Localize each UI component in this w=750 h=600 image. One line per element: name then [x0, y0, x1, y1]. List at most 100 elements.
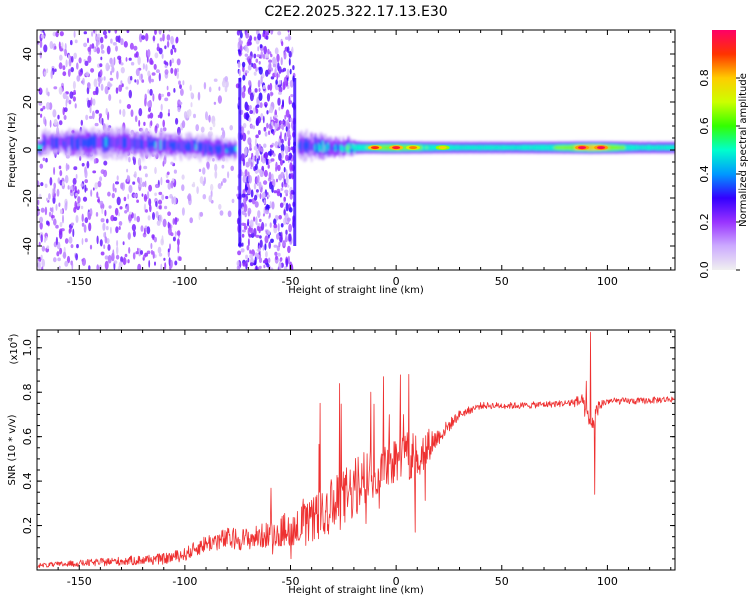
spectrogram-band-cell — [59, 135, 62, 146]
spectrogram-noise-cell — [135, 51, 139, 58]
spectrogram-band-cell — [310, 143, 313, 151]
spectrogram-band-cell — [214, 145, 217, 151]
spectrogram-band-cell — [646, 145, 649, 151]
spectrogram-band-cell — [516, 145, 518, 150]
spectrogram-band-cell — [299, 141, 302, 151]
spectrogram-noise-cell — [289, 117, 293, 123]
spectrogram-band-cell — [531, 145, 534, 150]
spectrogram-noise-cell — [75, 253, 78, 261]
spectrogram-band-cell — [431, 144, 434, 151]
spectrogram-noise-cell — [239, 31, 243, 39]
spectrogram-band-cell — [180, 137, 183, 153]
spectrogram-noise-cell — [153, 236, 157, 243]
spectrogram-noise-cell — [46, 68, 49, 74]
spectrogram-noise-cell — [167, 91, 171, 97]
spectrogram-noise-cell — [256, 54, 261, 58]
spectrogram-noise-cell — [74, 103, 77, 109]
spectrogram-noise-cell — [170, 232, 174, 237]
spectrogram-band-cell — [637, 145, 640, 151]
spectrogram-band-cell — [152, 140, 155, 147]
spectrogram-band-cell — [332, 146, 335, 151]
spectrogram-noise-cell — [260, 50, 264, 59]
spectrogram-noise-cell — [58, 62, 63, 70]
spectrogram-noise-cell — [138, 108, 143, 117]
spectrogram-noise-cell — [95, 109, 99, 114]
spectrogram-noise-cell — [162, 218, 167, 228]
spectrogram-noise-cell — [167, 112, 170, 117]
spectrogram-noise-cell — [270, 53, 273, 58]
spectrogram-noise-cell — [277, 31, 282, 36]
spectrogram-noise-cell — [148, 184, 153, 192]
spectrogram-noise-cell — [126, 168, 129, 173]
spectrogram-noise-cell — [68, 236, 73, 244]
spectrogram-noise-cell — [268, 59, 273, 63]
spectrogram-band-cell — [194, 140, 197, 148]
spectrogram-noise-cell — [84, 184, 87, 193]
spectrogram-band-cell — [498, 145, 501, 151]
spectrogram-noise-cell — [160, 238, 164, 246]
spectrogram-band-cell — [300, 139, 303, 153]
spectrogram-noise-cell — [269, 144, 273, 148]
spectrogram-noise-cell — [115, 181, 119, 185]
spectrogram-band-cell — [493, 145, 496, 150]
spectrogram-band-cell — [100, 135, 103, 148]
spectrogram-band-cell — [612, 145, 615, 151]
spectrogram-noise-cell — [269, 82, 273, 91]
spectrogram-band-cell — [106, 134, 109, 152]
spectrogram-noise-cell — [120, 182, 124, 190]
spectrogram-band-cell — [479, 145, 482, 151]
snr-series-line — [37, 331, 675, 568]
spectrogram-noise-cell — [128, 57, 132, 61]
spectrogram-noise-cell — [278, 241, 281, 248]
spectrogram-noise-cell — [256, 158, 259, 165]
spectrogram-noise-cell — [76, 62, 79, 70]
spectrogram-noise-cell — [50, 70, 53, 79]
spectrogram-band-cell — [191, 139, 194, 154]
spectrogram-band-cell — [641, 144, 644, 151]
spectrogram-band-cell — [304, 138, 307, 153]
spectrogram-band-cell — [63, 141, 66, 148]
spectrogram-noise-cell — [94, 122, 99, 127]
spectrogram-noise-cell — [100, 218, 105, 223]
spectrogram-noise-cell — [263, 126, 267, 132]
spectrogram-noise-cell — [173, 196, 177, 206]
spectrogram-band-cell — [130, 138, 133, 150]
spectrogram-noise-cell — [274, 67, 277, 77]
spectrogram-noise-cell — [127, 232, 131, 240]
spectrogram-noise-cell — [87, 99, 91, 108]
spectrogram-band-cell — [78, 135, 81, 151]
spectrogram-band-cell — [210, 146, 213, 154]
spectrogram-x-tick-label: -50 — [282, 275, 300, 288]
spectrogram-noise-cell — [285, 135, 288, 142]
spectrogram-noise-cell — [252, 63, 257, 69]
spectrogram-noise-cell — [258, 66, 263, 75]
spectrogram-band-cell — [365, 144, 368, 151]
spectrogram-band-cell — [660, 145, 663, 151]
spectrogram-noise-cell — [80, 205, 84, 210]
spectrogram-band-cell — [182, 139, 185, 155]
spectrogram-noise-cell — [276, 53, 280, 63]
spectrogram-noise-cell — [141, 181, 146, 187]
spectrogram-noise-cell — [115, 254, 120, 260]
spectrogram-noise-cell — [266, 93, 271, 102]
spectrogram-noise-cell — [279, 159, 284, 166]
spectrogram-band-cell — [427, 144, 430, 151]
spectrogram-noise-cell — [166, 34, 171, 41]
spectrogram-band-cell — [532, 145, 535, 151]
spectrogram-band-cell — [171, 139, 174, 151]
spectrogram-noise-cell — [168, 109, 170, 114]
spectrogram-noise-cell — [138, 248, 142, 257]
spectrogram-band-cell — [348, 145, 351, 149]
spectrogram-noise-cell — [68, 99, 72, 105]
spectrogram-noise-cell — [108, 30, 111, 34]
spectrogram-band-cell — [669, 145, 672, 151]
spectrogram-noise-cell — [160, 263, 163, 270]
spectrogram-noise-cell — [242, 122, 247, 129]
spectrogram-noise-cell — [172, 236, 176, 242]
spectrogram-noise-cell — [160, 176, 163, 186]
spectrogram-noise-cell — [262, 85, 266, 90]
spectrogram-noise-cell — [190, 102, 193, 108]
spectrogram-noise-cell — [38, 261, 41, 270]
spectrogram-noise-cell — [170, 48, 174, 56]
